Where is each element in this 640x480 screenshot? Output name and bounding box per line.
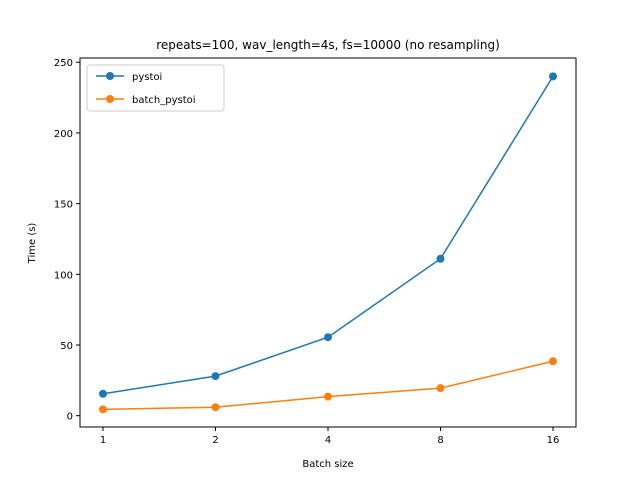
x-tick-label: 16 [547, 435, 560, 446]
legend-marker-pystoi [106, 72, 114, 80]
x-tick-label: 1 [100, 435, 106, 446]
y-axis-title: Time (s) [27, 223, 38, 265]
plot-frame [79, 57, 577, 428]
legend-label-batch-pystoi: batch_pystoi [132, 95, 196, 106]
legend-marker-batch-pystoi [106, 95, 114, 103]
y-tick-label: 250 [54, 58, 73, 69]
x-tick-label: 4 [325, 435, 331, 446]
series-line-batch-pystoi [102, 360, 554, 411]
x-axis-title: Batch size [302, 459, 353, 470]
y-axis: 0 50 100 150 200 250 [54, 58, 80, 423]
chart-title: repeats=100, wav_length=4s, fs=10000 (no… [156, 38, 500, 52]
data-point-pystoi [324, 333, 332, 342]
data-point-pystoi [549, 72, 557, 81]
x-axis: 1 2 4 8 16 [100, 427, 560, 446]
y-tick-label: 200 [54, 129, 73, 140]
data-point-batch-pystoi [211, 403, 220, 412]
data-point-batch-pystoi [99, 405, 107, 414]
legend: pystoi batch_pystoi [86, 64, 225, 112]
plot-area [79, 57, 577, 428]
series-pystoi [99, 72, 557, 398]
series-layer [99, 72, 557, 414]
data-point-batch-pystoi [436, 384, 445, 393]
series-batch-pystoi [99, 357, 557, 414]
y-tick-label: 100 [54, 270, 73, 281]
series-line-pystoi [102, 75, 554, 395]
y-tick-label: 0 [67, 412, 73, 423]
data-point-pystoi [436, 254, 445, 263]
data-point-pystoi [99, 389, 107, 398]
legend-label-pystoi: pystoi [132, 72, 162, 83]
data-point-pystoi [211, 372, 220, 381]
y-tick-label: 50 [60, 341, 73, 352]
legend-entry-pystoi: pystoi [96, 72, 162, 83]
x-tick-label: 8 [437, 435, 443, 446]
x-tick-label: 2 [212, 435, 218, 446]
data-point-batch-pystoi [324, 392, 332, 401]
y-tick-label: 150 [54, 200, 73, 211]
legend-entry-batch-pystoi: batch_pystoi [96, 95, 196, 106]
data-point-batch-pystoi [549, 357, 557, 366]
